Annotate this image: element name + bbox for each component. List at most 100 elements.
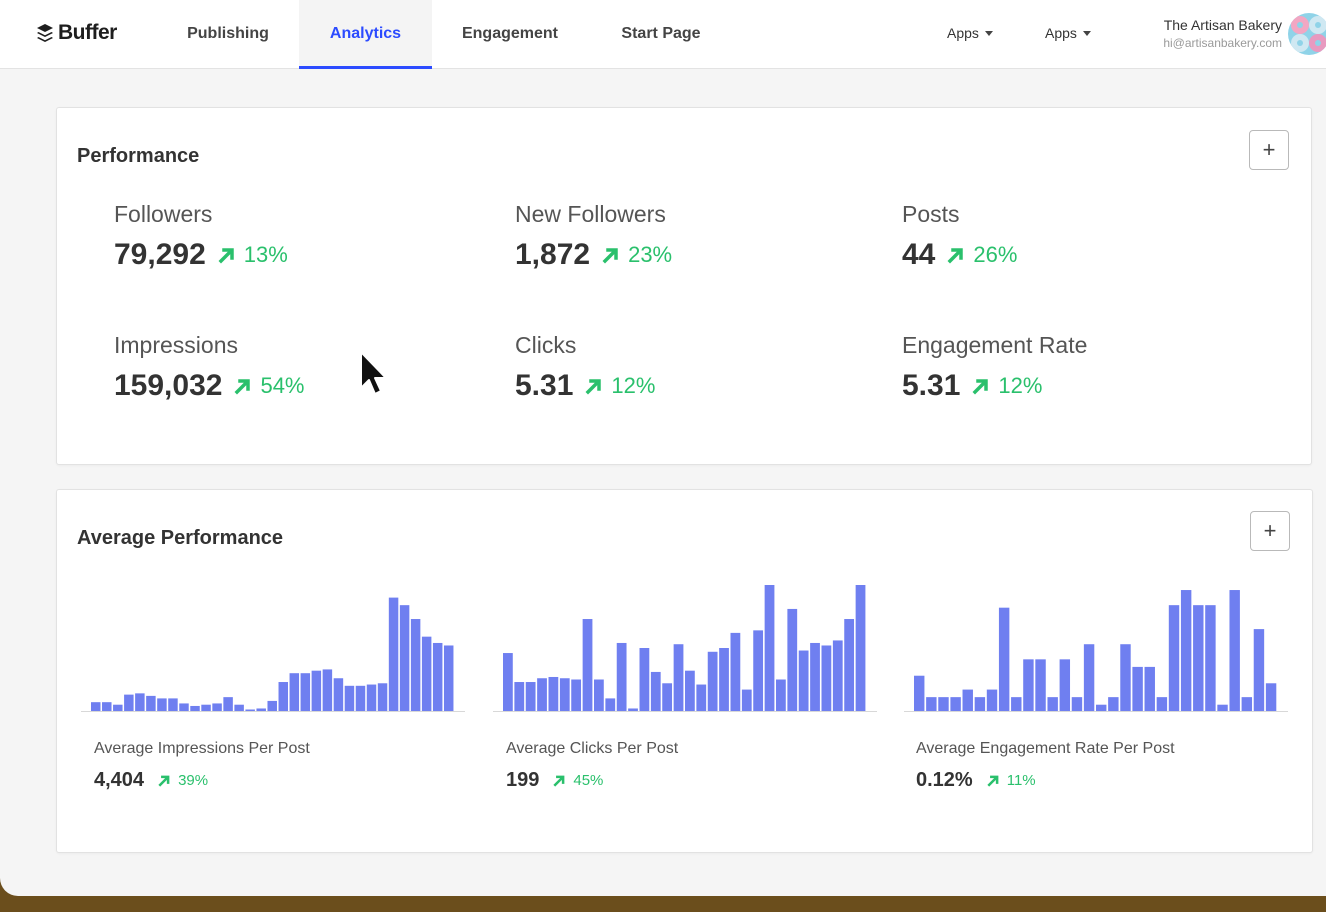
avg-label: Average Clicks Per Post bbox=[506, 740, 679, 757]
chart-bar bbox=[1059, 659, 1071, 711]
metric-value: 159,032 bbox=[114, 369, 223, 402]
chart-bar bbox=[168, 698, 178, 711]
metric-followers: Followers 79,292 13% bbox=[114, 201, 288, 272]
chart-bar bbox=[821, 645, 832, 711]
avatar[interactable] bbox=[1288, 13, 1326, 55]
trend-up-icon bbox=[218, 248, 234, 264]
buffer-logo[interactable]: Buffer bbox=[36, 21, 117, 45]
chart-bar bbox=[926, 697, 937, 711]
average-performance-title: Average Performance bbox=[77, 527, 284, 549]
chart-bar bbox=[571, 679, 582, 711]
avg-label: Average Impressions Per Post bbox=[94, 740, 310, 757]
trend-up-icon bbox=[947, 248, 964, 264]
chart-bar bbox=[421, 636, 432, 711]
tab-analytics[interactable]: Analytics bbox=[299, 0, 432, 69]
metric-label: Clicks bbox=[515, 332, 577, 358]
chart-bar bbox=[388, 597, 399, 711]
chart-bar bbox=[201, 704, 211, 711]
metric-value: 1,872 bbox=[515, 238, 591, 271]
chart-bar bbox=[787, 608, 798, 711]
chart-bar bbox=[962, 689, 973, 711]
performance-card: Performance + Followers 79,292 13% New F… bbox=[56, 107, 1312, 465]
apps-menu-label: Apps bbox=[947, 25, 979, 41]
chart-bar bbox=[124, 694, 134, 711]
chart-bar bbox=[245, 709, 255, 711]
chart-bar bbox=[135, 693, 145, 711]
chart-bar bbox=[1205, 605, 1216, 711]
average-performance-card: Average Performance + Average Impression… bbox=[56, 489, 1313, 853]
chart-bar bbox=[234, 704, 244, 711]
metric-label: Followers bbox=[114, 201, 213, 227]
chart-bar bbox=[146, 695, 156, 711]
trend-up-icon bbox=[158, 775, 170, 787]
performance-add-button[interactable]: + bbox=[1249, 130, 1289, 170]
trend-up-icon bbox=[602, 248, 618, 264]
chart-bar bbox=[1132, 666, 1143, 711]
chart-bar bbox=[798, 650, 809, 711]
avg-engagement-value-row: 0.12% 11% bbox=[916, 769, 1036, 792]
chart-bar bbox=[1023, 659, 1034, 711]
metric-value: 44 bbox=[902, 238, 936, 271]
chart-bar bbox=[559, 678, 570, 711]
chart-bar bbox=[1253, 629, 1265, 711]
chart-bar bbox=[950, 697, 961, 711]
chart-bar bbox=[1265, 683, 1277, 711]
avg-change: 11% bbox=[1006, 772, 1036, 789]
tab-start-page[interactable]: Start Page bbox=[621, 25, 701, 42]
chart-bar bbox=[998, 607, 1010, 711]
avatar-donuts-image bbox=[1288, 13, 1326, 55]
logo-text: Buffer bbox=[58, 21, 117, 44]
chart-bar bbox=[1217, 704, 1228, 711]
chart-bar bbox=[832, 640, 843, 711]
chart-bar bbox=[986, 689, 998, 711]
caret-down-icon bbox=[984, 30, 993, 36]
clicks-bar-chart bbox=[493, 585, 877, 712]
metric-engagement-rate: Engagement Rate 5.31 12% bbox=[902, 332, 1087, 403]
avg-change: 39% bbox=[178, 772, 209, 789]
metric-change: 12% bbox=[998, 373, 1043, 398]
metric-value: 79,292 bbox=[114, 238, 206, 271]
metric-change: 54% bbox=[260, 373, 305, 398]
metric-change: 12% bbox=[611, 373, 656, 398]
chart-bar bbox=[855, 585, 866, 711]
account-info[interactable]: The Artisan Bakery hi@artisanbakery.com bbox=[1163, 17, 1282, 50]
tab-engagement[interactable]: Engagement bbox=[461, 25, 558, 42]
chart-bar bbox=[605, 698, 616, 711]
metric-label: Engagement Rate bbox=[902, 332, 1088, 358]
chart-bar bbox=[377, 683, 388, 711]
chart-bar bbox=[776, 679, 786, 711]
chart-bar bbox=[278, 682, 289, 711]
chart-bar bbox=[91, 702, 101, 711]
chart-bar bbox=[914, 675, 925, 711]
caret-down-icon bbox=[1082, 30, 1091, 36]
chart-bar bbox=[696, 684, 707, 711]
metric-change: 13% bbox=[243, 242, 288, 267]
chart-bar bbox=[628, 708, 638, 711]
metric-change: 23% bbox=[628, 242, 673, 267]
chart-bar bbox=[673, 644, 684, 711]
apps-menu-1[interactable]: Apps bbox=[947, 25, 993, 41]
avg-clicks-value-row: 199 45% bbox=[506, 769, 603, 792]
chart-bar bbox=[289, 673, 300, 711]
avg-change: 45% bbox=[573, 772, 604, 789]
chart-bar bbox=[322, 669, 333, 711]
chart-bar bbox=[741, 689, 752, 711]
chart-bar bbox=[525, 682, 536, 711]
chart-bar bbox=[399, 605, 410, 711]
chart-bar bbox=[1011, 697, 1022, 711]
chart-bar bbox=[730, 632, 741, 711]
chart-bar bbox=[355, 685, 366, 711]
top-navigation-bar: Buffer Publishing Analytics Engagement S… bbox=[0, 0, 1326, 69]
chart-bar bbox=[344, 685, 355, 711]
tab-publishing[interactable]: Publishing bbox=[187, 25, 269, 42]
chart-bar bbox=[810, 642, 820, 711]
chart-bar bbox=[102, 702, 112, 711]
average-performance-add-button[interactable]: + bbox=[1250, 511, 1290, 551]
metric-change: 26% bbox=[973, 242, 1018, 267]
chart-bar bbox=[707, 651, 718, 711]
chart-bar bbox=[753, 630, 764, 711]
chart-bar bbox=[548, 676, 559, 711]
chart-bar bbox=[1144, 666, 1155, 711]
apps-menu-2[interactable]: Apps bbox=[1045, 25, 1091, 41]
chart-bar bbox=[503, 653, 513, 711]
